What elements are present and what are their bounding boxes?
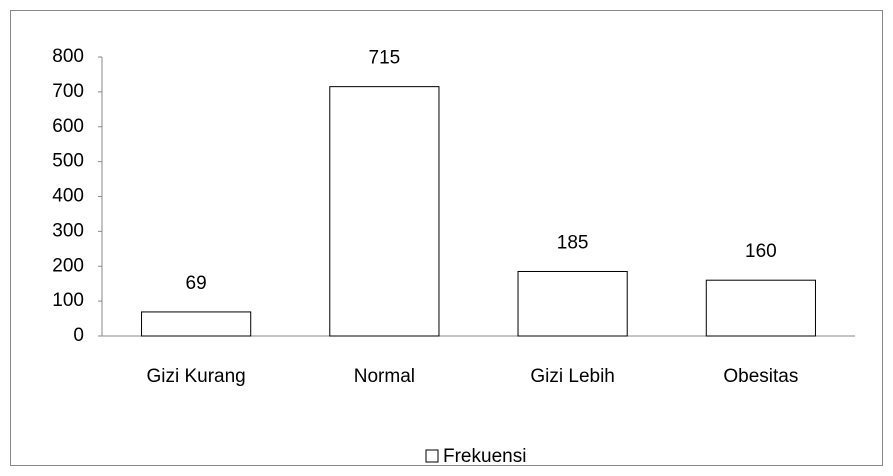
- x-tick-label: Obesitas: [723, 366, 798, 387]
- y-tick-label: 400: [52, 186, 84, 207]
- legend-label: Frekuensi: [443, 446, 526, 467]
- y-tick-label: 0: [73, 325, 84, 346]
- y-tick-label: 600: [52, 116, 84, 137]
- bar: [329, 86, 440, 337]
- y-tick-label: 500: [52, 151, 84, 172]
- data-label: 185: [557, 232, 589, 253]
- data-label: 715: [369, 48, 401, 69]
- bar: [705, 279, 816, 337]
- x-tick-label: Gizi Lebih: [530, 366, 615, 387]
- legend-marker: [425, 449, 439, 463]
- y-tick-label: 300: [52, 220, 84, 241]
- chart-border: [10, 10, 883, 466]
- y-tick-label: 700: [52, 81, 84, 102]
- x-tick-label: Normal: [354, 366, 415, 387]
- bar: [517, 270, 628, 337]
- y-tick-label: 800: [52, 46, 84, 67]
- bar: [141, 311, 252, 337]
- data-label: 69: [186, 273, 207, 294]
- data-label: 160: [745, 241, 777, 262]
- y-tick-label: 100: [52, 290, 84, 311]
- x-tick-label: Gizi Kurang: [146, 366, 245, 387]
- y-tick-label: 200: [52, 255, 84, 276]
